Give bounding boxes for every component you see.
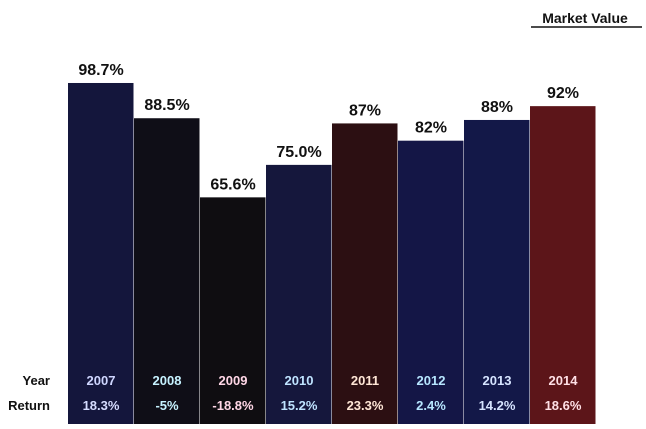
value-label-2012: 82% bbox=[415, 120, 447, 137]
value-label-2008: 88.5% bbox=[144, 97, 189, 114]
year-label-2007: 2007 bbox=[87, 373, 116, 388]
bar-2012 bbox=[398, 140, 464, 424]
value-labels-layer: 98.7% 88.5% 65.6% 75.0% 87% 82% 88% 92% bbox=[78, 62, 579, 193]
bar-2011 bbox=[332, 123, 398, 425]
return-label-2007: 18.3% bbox=[83, 398, 120, 413]
bar-2007 bbox=[68, 82, 134, 425]
year-label-2010: 2010 bbox=[285, 373, 314, 388]
value-label-2007: 98.7% bbox=[78, 62, 123, 79]
return-label-2009: -18.8% bbox=[212, 398, 254, 413]
return-labels-layer: 18.3% -5% -18.8% 15.2% 23.3% 2.4% 14.2% 18.6% bbox=[83, 398, 582, 413]
value-label-2014: 92% bbox=[547, 85, 579, 102]
bar-2009 bbox=[200, 197, 266, 424]
year-label-2014: 2014 bbox=[549, 373, 579, 388]
bars-layer bbox=[68, 82, 596, 425]
return-label-2014: 18.6% bbox=[545, 398, 582, 413]
year-row-label: Year bbox=[23, 373, 50, 388]
value-label-2011: 87% bbox=[349, 102, 381, 119]
bar-2013 bbox=[464, 119, 530, 425]
year-label-2011: 2011 bbox=[351, 373, 379, 388]
year-label-2009: 2009 bbox=[219, 373, 248, 388]
year-labels-layer: 2007 2008 2009 2010 2011 2012 2013 2014 bbox=[87, 373, 579, 388]
value-label-2009: 65.6% bbox=[210, 176, 255, 193]
value-label-2013: 88% bbox=[481, 99, 513, 116]
return-label-2011: 23.3% bbox=[347, 398, 384, 413]
bar-2014 bbox=[530, 106, 596, 424]
chart-title: Market Value bbox=[542, 10, 628, 26]
year-label-2008: 2008 bbox=[153, 373, 182, 388]
return-label-2012: 2.4% bbox=[416, 398, 446, 413]
return-label-2013: 14.2% bbox=[479, 398, 516, 413]
return-row-label: Return bbox=[8, 398, 50, 413]
bar-2010 bbox=[266, 164, 332, 425]
return-label-2008: -5% bbox=[155, 398, 179, 413]
return-label-2010: 15.2% bbox=[281, 398, 318, 413]
bar-2008 bbox=[134, 118, 200, 424]
year-label-2012: 2012 bbox=[417, 373, 446, 388]
year-label-2013: 2013 bbox=[483, 373, 512, 388]
value-label-2010: 75.0% bbox=[276, 144, 321, 161]
